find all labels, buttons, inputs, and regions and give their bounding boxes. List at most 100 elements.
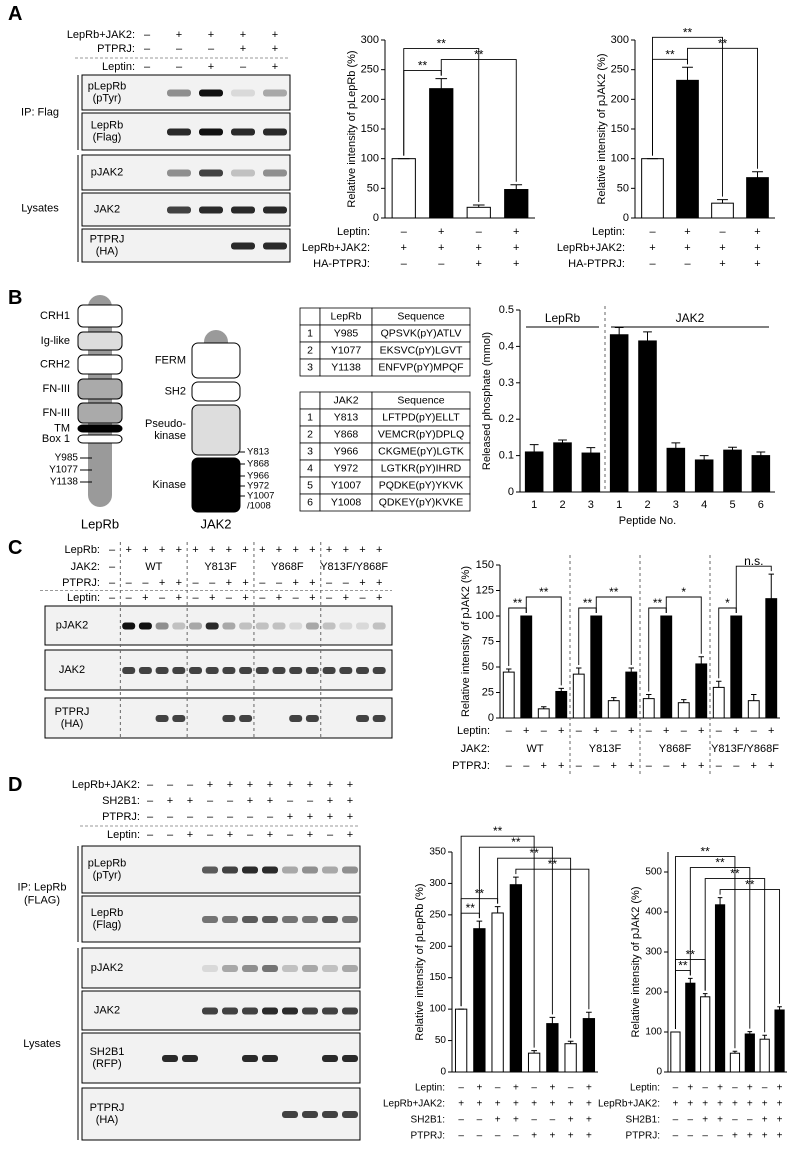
error-bar (752, 171, 763, 178)
row-mark: + (476, 1083, 482, 1094)
y-tick-label: 0 (623, 212, 629, 224)
site-label: Y1138 (50, 477, 79, 488)
table-text: Y868 (334, 429, 359, 441)
band (322, 965, 338, 972)
header-mark: – (147, 811, 154, 823)
row-mark: + (684, 226, 690, 238)
error-bar (586, 1011, 592, 1019)
y-axis-label: Relative intensity of pJAK2 (%) (630, 886, 642, 1037)
strip-label: JAK2 (94, 204, 120, 216)
header-mark: – (187, 811, 194, 823)
significance-bracket (478, 846, 553, 1015)
row-mark: + (768, 760, 774, 772)
error-bar (611, 697, 617, 701)
error-bar (643, 331, 652, 341)
table-text: 5 (307, 480, 313, 492)
header-mark: + (292, 544, 298, 556)
domain-label: Kinase (152, 479, 186, 491)
row-mark: + (747, 1083, 753, 1094)
row-mark: + (747, 1099, 753, 1110)
error-bar (732, 1050, 738, 1054)
error-bar (681, 699, 687, 703)
row-mark: + (586, 1099, 592, 1110)
x-tick-label: 3 (588, 499, 594, 511)
domain-label: Pseudo- (145, 418, 186, 430)
error-bar (682, 66, 693, 81)
domain-label: Ig-like (41, 335, 70, 347)
y-tick-label: 150 (361, 123, 379, 135)
y-tick-label: 0 (488, 712, 494, 724)
significance-bracket (525, 596, 562, 686)
error-bar (751, 694, 757, 701)
row-mark: – (401, 226, 408, 238)
header-mark: + (247, 779, 253, 791)
band (322, 916, 338, 923)
blot-strip (44, 697, 393, 739)
bar (609, 334, 629, 493)
row-mark: + (611, 760, 617, 772)
row-mark: – (717, 1131, 723, 1142)
significance-label: ** (493, 824, 503, 838)
error-bar (586, 447, 596, 454)
error-bar (698, 656, 704, 664)
header-label: Leptin: (102, 61, 135, 73)
table-cell (299, 391, 321, 410)
header-mark: – (159, 592, 166, 604)
row-mark: + (673, 1099, 679, 1110)
strip-label: pLepRb (88, 858, 127, 870)
y-tick-label: 0 (656, 1067, 662, 1078)
strip-label: LepRb (91, 120, 123, 132)
table-text: LGTKR(pY)IHRD (381, 463, 462, 475)
header-mark: – (192, 577, 199, 589)
row-mark: + (698, 725, 704, 737)
strip-label: pJAK2 (91, 167, 123, 179)
strip-label: PTPRJ (55, 706, 90, 718)
header-mark: + (208, 61, 214, 73)
section-label: Lysates (23, 1038, 61, 1050)
header-mark: – (176, 61, 183, 73)
significance-label: ** (653, 596, 663, 610)
header-mark: + (276, 592, 282, 604)
header-mark: + (347, 795, 353, 807)
table-text: 1 (307, 328, 313, 340)
header-mark: – (207, 795, 214, 807)
significance-bracket (735, 565, 772, 613)
header-mark: – (287, 829, 294, 841)
domain-label: kinase (154, 430, 186, 442)
band (138, 667, 152, 674)
group-label: LepRb (545, 311, 581, 325)
blot-strip (81, 990, 361, 1031)
header-mark: – (167, 811, 174, 823)
table-text: Y1077 (331, 345, 362, 357)
y-tick-label: 0 (508, 486, 514, 498)
y-tick-label: 0.2 (499, 413, 514, 425)
band (282, 965, 298, 972)
error-bar (567, 1040, 574, 1044)
row-label: JAK2: (461, 743, 490, 755)
header-mark: + (343, 592, 349, 604)
header-mark: – (109, 544, 116, 556)
row-mark: + (663, 725, 669, 737)
header-mark: + (242, 544, 248, 556)
error-bar (510, 184, 523, 190)
bar (677, 702, 690, 719)
error-bar (614, 326, 624, 335)
header-mark: + (209, 544, 215, 556)
bar (555, 690, 568, 719)
bar (676, 79, 699, 219)
row-mark: + (513, 258, 519, 270)
header-mark: + (242, 592, 248, 604)
band (199, 128, 223, 136)
domain (77, 354, 123, 375)
band (282, 916, 298, 923)
band (231, 89, 255, 97)
row-mark: + (777, 1115, 783, 1126)
header-mark: WT (145, 561, 162, 573)
band (262, 916, 278, 923)
header-mark: + (259, 544, 265, 556)
band (239, 715, 253, 722)
bar (466, 206, 491, 219)
header-mark: – (142, 577, 149, 589)
x-tick-label: 2 (559, 499, 565, 511)
